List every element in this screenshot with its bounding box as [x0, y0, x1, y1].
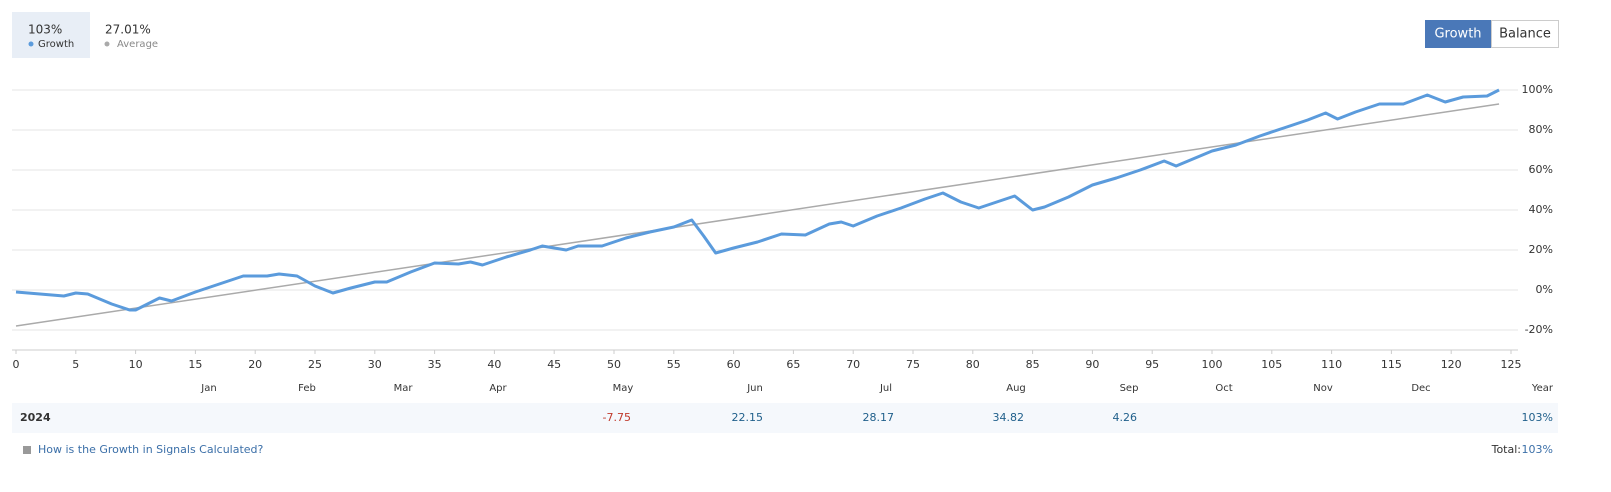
y-tick-label: 20%	[1529, 243, 1553, 256]
total-value: 103%	[1522, 443, 1553, 456]
x-tick-label: 110	[1321, 358, 1342, 371]
month-label: Dec	[1411, 383, 1430, 394]
x-tick-label: 95	[1145, 358, 1159, 371]
x-tick-label: 75	[906, 358, 920, 371]
x-tick-label: 5	[72, 358, 79, 371]
x-tick-label: 60	[727, 358, 741, 371]
x-tick-label: 10	[129, 358, 143, 371]
stat-value: 27.01%	[105, 23, 151, 37]
x-tick-label: 15	[188, 358, 202, 371]
year-total: 103%	[1522, 411, 1553, 424]
month-value: 28.17	[863, 411, 895, 424]
series-line	[15, 88, 1500, 312]
x-tick-label: 70	[846, 358, 860, 371]
help-link[interactable]: How is the Growth in Signals Calculated?	[38, 443, 264, 456]
stat-label[interactable]: Average	[117, 39, 158, 50]
month-label: Aug	[1006, 383, 1026, 394]
x-tick-label: 20	[248, 358, 262, 371]
month-label: Sep	[1120, 383, 1139, 394]
tab-label[interactable]: Growth	[1434, 27, 1481, 42]
y-tick-label: 60%	[1529, 163, 1553, 176]
stat-active-bg	[12, 12, 90, 58]
month-label: Mar	[394, 383, 414, 394]
x-tick-label: 35	[428, 358, 442, 371]
month-value: 34.82	[993, 411, 1025, 424]
tab-label[interactable]: Balance	[1499, 27, 1551, 42]
tab-active[interactable]	[1425, 20, 1491, 48]
table-row-bg	[12, 403, 1558, 433]
year-header: Year	[1531, 383, 1554, 394]
month-value: 22.15	[732, 411, 764, 424]
month-label: Oct	[1215, 383, 1232, 394]
y-tick-label: 80%	[1529, 123, 1553, 136]
x-tick-label: 100	[1202, 358, 1223, 371]
x-tick-label: 85	[1026, 358, 1040, 371]
month-value: 4.26	[1113, 411, 1138, 424]
month-label: May	[613, 383, 634, 394]
x-tick-label: 80	[966, 358, 980, 371]
x-tick-label: 0	[13, 358, 20, 371]
month-label: Nov	[1313, 383, 1333, 394]
month-label: Jan	[200, 383, 216, 394]
x-tick-label: 25	[308, 358, 322, 371]
x-tick-label: 120	[1441, 358, 1462, 371]
x-tick-label: 65	[786, 358, 800, 371]
month-label: Jun	[746, 383, 763, 394]
x-tick-label: 125	[1501, 358, 1522, 371]
stat-dot	[28, 41, 34, 47]
series-line	[15, 103, 1500, 327]
y-tick-label: 40%	[1529, 203, 1553, 216]
y-tick-label: -20%	[1525, 323, 1553, 336]
x-tick-label: 105	[1261, 358, 1282, 371]
x-tick-label: 90	[1085, 358, 1099, 371]
x-tick-label: 115	[1381, 358, 1402, 371]
month-value: -7.75	[603, 411, 631, 424]
month-label: Feb	[298, 383, 316, 394]
stat-value: 103%	[28, 23, 62, 37]
x-tick-label: 40	[487, 358, 501, 371]
info-icon	[23, 446, 31, 454]
tab[interactable]	[1491, 20, 1559, 48]
x-tick-label: 45	[547, 358, 561, 371]
x-tick-label: 30	[368, 358, 382, 371]
stat-label[interactable]: Growth	[38, 39, 74, 50]
x-tick-label: 55	[667, 358, 681, 371]
y-tick-label: 100%	[1522, 83, 1553, 96]
x-tick-label: 50	[607, 358, 621, 371]
month-label: Apr	[489, 383, 507, 394]
month-label: Jul	[879, 383, 892, 394]
total-label: Total:	[1491, 443, 1521, 456]
stat-dot	[104, 41, 110, 47]
y-tick-label: 0%	[1536, 283, 1553, 296]
year-label: 2024	[20, 411, 51, 424]
